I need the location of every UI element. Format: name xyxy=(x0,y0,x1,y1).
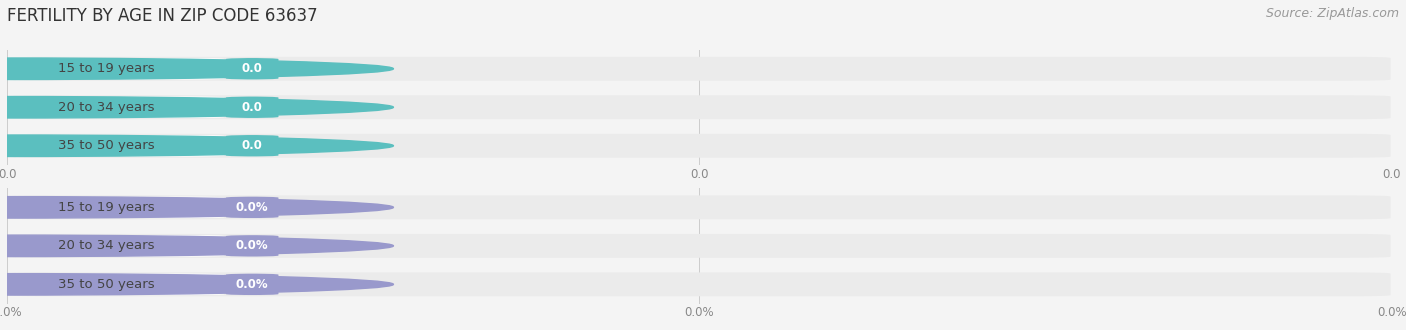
FancyBboxPatch shape xyxy=(8,234,1391,258)
Text: Source: ZipAtlas.com: Source: ZipAtlas.com xyxy=(1265,7,1399,19)
Text: 0.0: 0.0 xyxy=(242,62,263,75)
Circle shape xyxy=(0,274,394,295)
Text: 35 to 50 years: 35 to 50 years xyxy=(58,278,155,291)
Text: 0.0: 0.0 xyxy=(242,101,263,114)
Text: 0.0: 0.0 xyxy=(242,139,263,152)
Circle shape xyxy=(0,96,394,118)
FancyBboxPatch shape xyxy=(10,135,225,156)
Circle shape xyxy=(0,235,394,257)
Text: 15 to 19 years: 15 to 19 years xyxy=(58,201,155,214)
Text: 15 to 19 years: 15 to 19 years xyxy=(58,62,155,75)
Text: 20 to 34 years: 20 to 34 years xyxy=(58,101,155,114)
FancyBboxPatch shape xyxy=(226,235,278,257)
Circle shape xyxy=(0,135,394,156)
FancyBboxPatch shape xyxy=(10,235,225,257)
FancyBboxPatch shape xyxy=(226,197,278,218)
Text: 0.0%: 0.0% xyxy=(236,278,269,291)
FancyBboxPatch shape xyxy=(8,57,1391,81)
Circle shape xyxy=(0,58,394,80)
Circle shape xyxy=(0,197,394,218)
FancyBboxPatch shape xyxy=(226,96,278,118)
FancyBboxPatch shape xyxy=(8,134,1391,158)
FancyBboxPatch shape xyxy=(10,274,225,295)
Text: FERTILITY BY AGE IN ZIP CODE 63637: FERTILITY BY AGE IN ZIP CODE 63637 xyxy=(7,7,318,25)
FancyBboxPatch shape xyxy=(8,273,1391,296)
Text: 35 to 50 years: 35 to 50 years xyxy=(58,139,155,152)
Text: 0.0%: 0.0% xyxy=(236,239,269,252)
Text: 20 to 34 years: 20 to 34 years xyxy=(58,239,155,252)
FancyBboxPatch shape xyxy=(226,135,278,156)
FancyBboxPatch shape xyxy=(226,58,278,80)
FancyBboxPatch shape xyxy=(8,195,1391,219)
FancyBboxPatch shape xyxy=(10,197,225,218)
Text: 0.0%: 0.0% xyxy=(236,201,269,214)
FancyBboxPatch shape xyxy=(8,95,1391,119)
FancyBboxPatch shape xyxy=(10,58,225,80)
FancyBboxPatch shape xyxy=(10,96,225,118)
FancyBboxPatch shape xyxy=(226,274,278,295)
